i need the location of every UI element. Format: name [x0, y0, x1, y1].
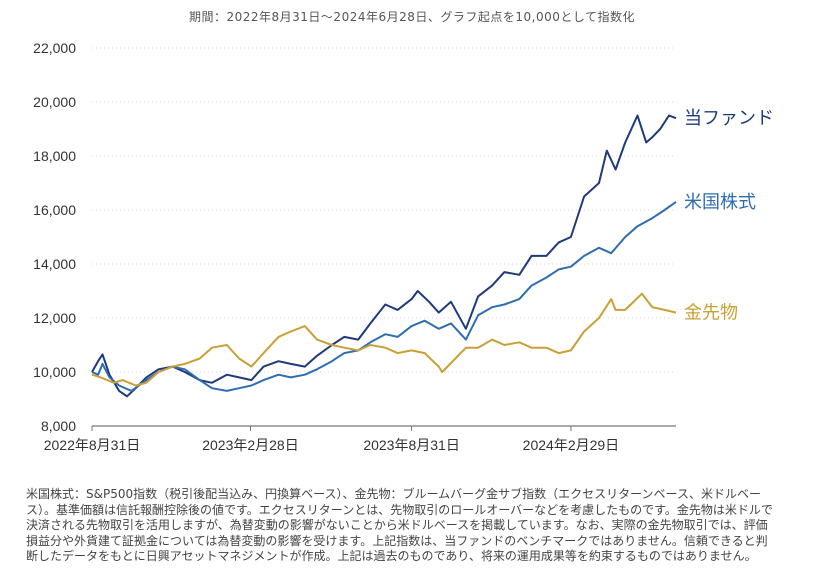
x-tick-label: 2022年8月31日	[44, 437, 141, 453]
series-end-label: 当ファンド	[684, 108, 774, 129]
x-tick-label: 2023年8月31日	[363, 437, 460, 453]
y-tick-label: 16,000	[33, 202, 76, 218]
y-tick-label: 22,000	[33, 40, 76, 56]
series-end-label: 米国株式	[684, 192, 756, 213]
series-line	[91, 292, 677, 387]
y-tick-label: 12,000	[33, 310, 76, 326]
chart-footnote: 米国株式：S&P500指数（税引後配当込み、円換算ベース）、金先物：ブルームバー…	[26, 487, 773, 563]
x-tick-label: 2023年2月28日	[202, 437, 299, 453]
y-tick-label: 10,000	[33, 364, 76, 380]
y-tick-label: 20,000	[33, 94, 76, 110]
series-line	[91, 201, 677, 392]
y-tick-label: 18,000	[33, 148, 76, 164]
series-line	[91, 114, 677, 398]
y-tick-label: 14,000	[33, 256, 76, 272]
x-tick-label: 2024年2月29日	[523, 437, 620, 453]
series-end-label: 金先物	[684, 303, 738, 324]
chart-subtitle: 期間：2022年8月31日～2024年6月28日、グラフ起点を10,000として…	[188, 10, 636, 24]
y-tick-label: 8,000	[41, 418, 76, 434]
